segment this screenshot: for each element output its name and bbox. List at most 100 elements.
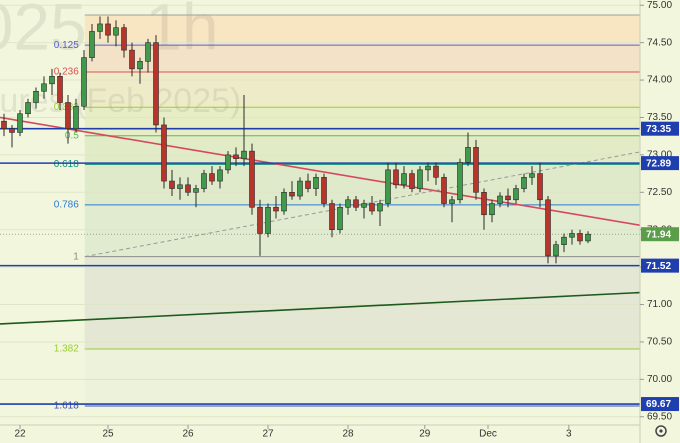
candle-body (457, 162, 463, 201)
fib-label: 1.618 (54, 401, 79, 412)
candle-body (137, 61, 143, 70)
price-badge-label: 71.94 (646, 229, 671, 240)
settings-icon[interactable] (655, 425, 667, 437)
price-badge (641, 258, 679, 273)
settings-icon-center[interactable] (659, 429, 663, 433)
y-tick-label: 69.50 (647, 411, 672, 422)
candle-body (217, 169, 223, 182)
candle-body (521, 177, 527, 189)
y-tick-label: 71.00 (647, 299, 672, 310)
candle-body (121, 27, 127, 51)
candle-body (497, 195, 503, 204)
candle-body (545, 199, 551, 257)
candle-body (9, 128, 15, 133)
fib-label: 0.786 (54, 200, 79, 211)
candle-body (113, 27, 119, 36)
x-tick-label: Dec (479, 429, 497, 440)
candle-body (329, 203, 335, 231)
x-tick-label: 29 (419, 429, 431, 440)
candle-body (81, 57, 87, 107)
candle-body (369, 203, 375, 212)
x-tick-label: 26 (182, 429, 194, 440)
settings-button[interactable] (655, 425, 667, 437)
candle-body (433, 165, 439, 178)
fib-band (84, 72, 641, 108)
price-badge (641, 121, 679, 136)
candle-body (377, 203, 383, 212)
candle-body (65, 102, 71, 129)
candle-body (409, 173, 415, 189)
candle-body (25, 102, 31, 115)
candle-body (129, 49, 135, 70)
y-tick-label: 70.00 (647, 374, 672, 385)
candle-body (97, 23, 103, 32)
candle-body (441, 177, 447, 204)
fib-band (84, 45, 641, 73)
fib-band (84, 348, 641, 407)
price-badge (641, 227, 679, 242)
candle-body (57, 76, 63, 103)
candle-body (401, 173, 407, 186)
candle-body (537, 173, 543, 201)
trendline (0, 116, 641, 227)
y-tick-label: 74.50 (647, 37, 672, 48)
fib-label: 0.125 (54, 40, 79, 51)
candle-body (529, 173, 535, 178)
candle-body (473, 147, 479, 193)
price-badge (641, 397, 679, 412)
candle-body (209, 173, 215, 182)
price-badge-label: 69.67 (646, 399, 671, 410)
price-badge (641, 156, 679, 171)
candle-body (553, 244, 559, 257)
price-badge-label: 73.35 (646, 124, 671, 135)
trendline (0, 291, 641, 325)
candle-body (561, 236, 567, 245)
candle-body (169, 180, 175, 189)
candle-body (577, 233, 583, 242)
candle-body (569, 233, 575, 238)
x-tick-label: 3 (566, 429, 572, 440)
candle-body (241, 150, 247, 159)
candle-body (273, 206, 279, 212)
candle-body (193, 188, 199, 193)
candle-body (489, 203, 495, 216)
candle-body (17, 113, 23, 133)
candle-body (257, 206, 263, 234)
candle-body (585, 233, 591, 242)
candle-body (313, 177, 319, 189)
candle-body (281, 191, 287, 212)
fib-label: 0.5 (65, 130, 79, 141)
candle-body (145, 42, 151, 62)
candle-body (345, 199, 351, 208)
candle-body (177, 184, 183, 189)
candle-body (305, 180, 311, 189)
candle-body (505, 195, 511, 201)
price-badge-label: 72.89 (646, 158, 671, 169)
candle-body (105, 23, 111, 36)
fib-band (84, 135, 641, 165)
y-tick-label: 73.50 (647, 112, 672, 123)
candle-body (361, 203, 367, 208)
candle-body (225, 154, 231, 171)
candle-body (353, 199, 359, 208)
candle-body (249, 150, 255, 208)
fib-band (84, 256, 641, 349)
x-tick-label: 28 (342, 429, 354, 440)
candle-body (33, 90, 39, 103)
candle-body (49, 76, 55, 85)
candle-body (513, 188, 519, 201)
candle-body (385, 169, 391, 204)
fib-label: 1 (73, 251, 79, 262)
y-tick-label: 75.00 (647, 0, 672, 11)
fib-label: 0.236 (54, 67, 79, 78)
x-tick-label: 22 (14, 429, 26, 440)
candle-body (481, 191, 487, 216)
price-badge-label: 71.52 (646, 261, 671, 272)
y-tick-label: 72.50 (647, 187, 672, 198)
fib-band (84, 107, 641, 136)
candle-body (393, 169, 399, 186)
fib-label: 0.618 (54, 159, 79, 170)
candle-body (321, 177, 327, 204)
fib-bands (84, 14, 641, 407)
